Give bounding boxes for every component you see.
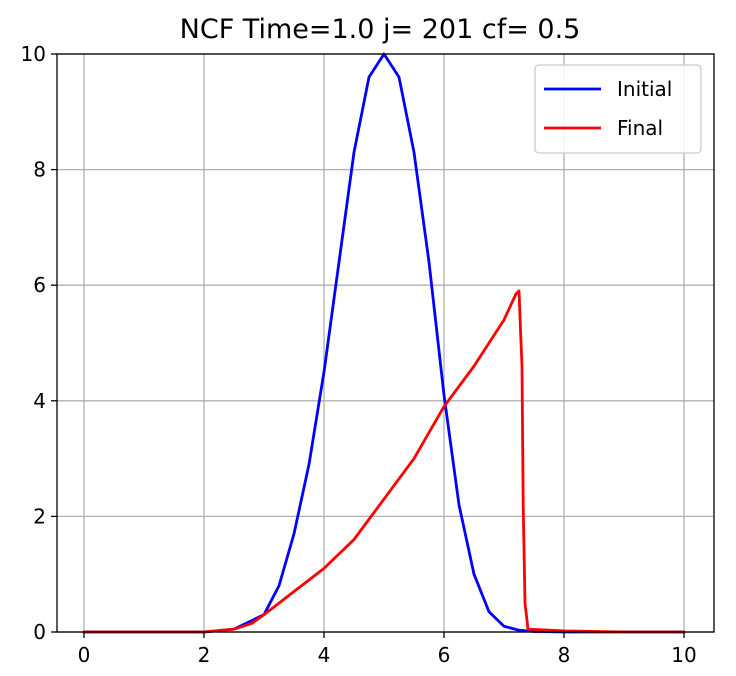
x-tick-label: 6 bbox=[438, 643, 451, 667]
x-tick-label: 8 bbox=[558, 643, 571, 667]
y-tick-label: 6 bbox=[33, 273, 46, 297]
x-tick-label: 10 bbox=[671, 643, 696, 667]
legend-box bbox=[534, 64, 702, 154]
x-tick-label: 2 bbox=[198, 643, 211, 667]
series-line-final bbox=[82, 289, 686, 634]
plot-frame bbox=[56, 53, 715, 633]
legend-label: Initial bbox=[617, 77, 672, 101]
x-tick-label: 0 bbox=[78, 643, 91, 667]
series-layer bbox=[82, 52, 686, 634]
y-tick-label: 0 bbox=[33, 620, 46, 644]
y-tick-label: 2 bbox=[33, 504, 46, 528]
y-tick-label: 8 bbox=[33, 158, 46, 182]
x-tick-label: 4 bbox=[318, 643, 331, 667]
legend-label: Final bbox=[617, 116, 663, 140]
y-tick-label: 10 bbox=[21, 42, 46, 66]
legend: Initial Final bbox=[534, 64, 702, 154]
y-tick-label: 4 bbox=[33, 389, 46, 413]
series-line-initial bbox=[82, 52, 686, 634]
chart-title: NCF Time=1.0 j= 201 cf= 0.5 bbox=[180, 14, 581, 45]
axis-ticks: 0 2 4 6 8 10 0 2 4 6 8 10 bbox=[21, 42, 697, 667]
